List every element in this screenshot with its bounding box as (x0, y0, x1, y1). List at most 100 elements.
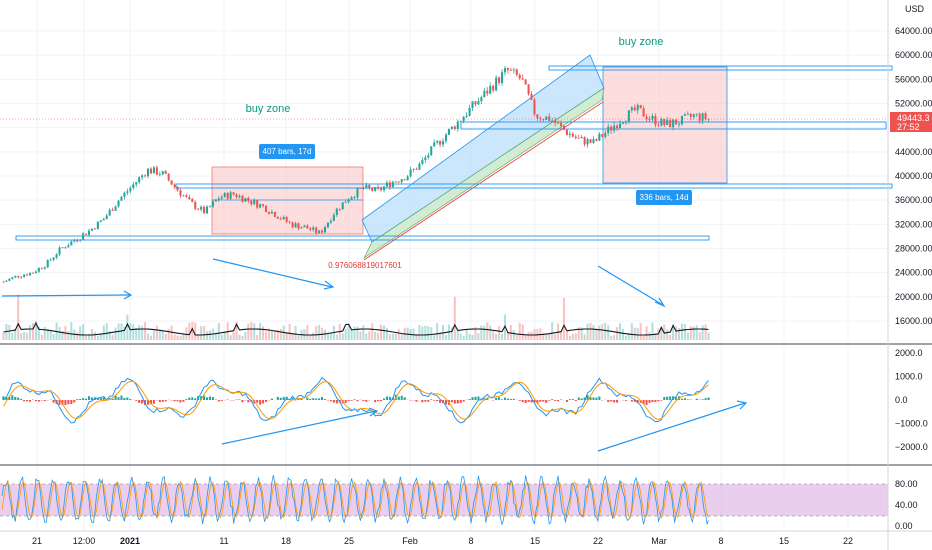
currency-label[interactable]: USD (905, 4, 925, 14)
osc-hist-bar (660, 400, 663, 401)
arrow-2 (212, 258, 333, 288)
osc-hist-bar (397, 396, 400, 400)
price-tick-7: 44000.00 (895, 147, 932, 157)
osc-hist-bar (663, 397, 666, 400)
support-box-mid[interactable] (175, 183, 893, 189)
osc-hist-bar (79, 399, 82, 400)
candle-body (158, 174, 161, 176)
osc-hist-bar (194, 398, 197, 400)
time-axis[interactable]: 21 12:00 2021 11 18 25 Feb 8 15 22 Mar 8 15 22 (32, 536, 853, 546)
volume-bar (436, 323, 439, 340)
candle-body (264, 205, 268, 213)
candle-body (82, 233, 85, 240)
candle-body (450, 126, 453, 129)
candle-body (309, 228, 312, 230)
time-tick-11: 8 (718, 536, 723, 546)
osc-hist-bar (444, 400, 448, 405)
candle-body (85, 233, 88, 235)
candle-body (11, 277, 14, 279)
candle-body (191, 199, 194, 203)
volume-bar (244, 331, 247, 340)
candle-body (70, 241, 73, 246)
candle-body (616, 125, 619, 129)
volume-bar (439, 334, 442, 340)
channel-lower-green[interactable] (363, 87, 605, 259)
resistance-box-high[interactable] (548, 65, 893, 71)
candle-body (185, 195, 188, 198)
osc-hist-bar (539, 400, 542, 402)
osc-hist-bar (306, 397, 309, 400)
candle-body (229, 192, 232, 199)
candle-body (607, 126, 610, 134)
volume-bar (135, 328, 138, 340)
candle-body (621, 122, 625, 124)
volume-bar (67, 330, 70, 340)
volume-bar (96, 335, 99, 340)
candle-body (698, 113, 701, 121)
candle-body (489, 85, 492, 94)
volume-bar (648, 332, 651, 340)
volume-bar (26, 332, 29, 340)
volume-bar (318, 324, 321, 340)
volume-bar (14, 329, 17, 340)
osc-hist-bar (474, 396, 477, 400)
stochastic-axis[interactable]: 0.00 40.00 80.00 (895, 479, 918, 531)
candle-body (689, 113, 692, 117)
volume-bar (276, 330, 279, 340)
volume-bar (500, 334, 504, 340)
candle-body (583, 137, 586, 145)
osc-hist-bar (436, 400, 439, 402)
volume-bar (102, 325, 105, 340)
stoch-tick-0: 0.00 (895, 521, 913, 531)
candle-body (43, 267, 46, 269)
range-box-red-1[interactable] (211, 166, 364, 235)
volume-bar (548, 333, 551, 340)
osc-hist-bar (76, 399, 79, 400)
oscillator-axis[interactable]: −2000.0 −1000.0 0.0 1000.0 2000.0 (895, 348, 928, 452)
candle-body (636, 104, 639, 111)
candle-body (205, 206, 209, 214)
candle-body (642, 108, 645, 117)
candle-body (707, 118, 710, 120)
candle-body (232, 192, 235, 195)
osc-hist-bar (179, 400, 182, 403)
volume-bar (695, 325, 698, 340)
osc-hist-bar (403, 397, 406, 400)
osc-hist-bar (524, 400, 527, 404)
time-tick-10: Mar (651, 536, 667, 546)
osc-hist-bar (450, 400, 453, 403)
price-tick-10: 56000.00 (895, 74, 932, 84)
candle-body (433, 142, 436, 147)
candle-body (253, 200, 256, 205)
support-box-low[interactable] (15, 235, 710, 241)
volume-bar (642, 335, 645, 340)
candle-body (565, 129, 568, 135)
candle-body (527, 84, 530, 94)
osc-hist-bar (200, 396, 203, 400)
volume-bar (624, 335, 627, 340)
time-tick-13: 22 (843, 536, 853, 546)
volume-bar (506, 331, 509, 340)
osc-hist-bar (477, 396, 480, 400)
osc-hist-bar (43, 400, 46, 402)
candle-body (554, 120, 557, 123)
buy-zone-label-2: buy zone (619, 36, 664, 48)
candle-body (557, 122, 560, 124)
candle-body (406, 176, 409, 181)
volume-bar (394, 333, 397, 340)
volume-bar (382, 325, 386, 340)
volume-bar (238, 334, 241, 340)
osc-hist-bar (574, 400, 577, 402)
candle-body (498, 77, 501, 83)
osc-hist-bar (495, 397, 498, 400)
candle-body (23, 274, 26, 277)
osc-hist-bar (559, 399, 563, 400)
osc-hist-bar (70, 400, 73, 405)
osc-hist-bar (182, 400, 185, 402)
price-axis[interactable]: 16000.00 20000.00 24000.00 28000.00 32000.00… (895, 26, 932, 326)
candle-body (418, 163, 421, 170)
volume-bar (545, 333, 548, 340)
osc-tick-0: −2000.0 (895, 442, 928, 452)
volume-bar (692, 326, 695, 340)
